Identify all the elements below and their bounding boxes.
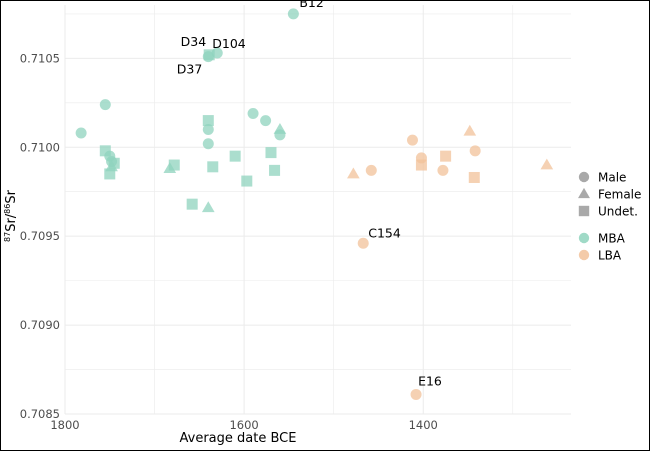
data-point-lba-circle xyxy=(365,164,377,176)
legend-key-lba xyxy=(578,249,590,261)
data-point-mba-circle xyxy=(287,8,299,20)
data-point-lba-triangle xyxy=(347,167,360,179)
legend-label-square: Undet. xyxy=(598,205,638,219)
data-point-mba-triangle xyxy=(201,201,215,213)
legend-key-mba xyxy=(578,232,590,244)
data-point-mba-square xyxy=(229,150,241,162)
y-title-sup-87: 87 xyxy=(3,232,12,242)
data-point-mba-square xyxy=(269,164,281,176)
data-point-lba-circle xyxy=(437,164,449,176)
y-tick-label: 0.7085 xyxy=(20,407,60,421)
data-point-mba-circle xyxy=(202,123,214,135)
legend-label-triangle: Female xyxy=(598,188,641,202)
data-point-mba-square xyxy=(108,157,120,169)
data-point-lba-square xyxy=(468,171,480,183)
data-point-mba-circle xyxy=(274,129,286,141)
data-point-lba-triangle xyxy=(540,158,554,170)
point-label-c154: C154 xyxy=(368,225,401,240)
legend-key-circle xyxy=(578,171,590,183)
data-point-mba-square xyxy=(207,161,219,173)
legend-label-mba: MBA xyxy=(598,232,626,246)
data-point-lba-circle xyxy=(410,388,422,400)
y-tick-label: 0.7100 xyxy=(20,140,60,154)
y-axis-title: 87Sr/86Sr xyxy=(3,189,19,242)
data-point-mba-circle xyxy=(260,115,272,127)
y-tick-label: 0.7090 xyxy=(20,318,60,332)
data-point-lba-square xyxy=(440,150,452,162)
data-point-lba-circle xyxy=(406,134,418,146)
y-tick-label: 0.7095 xyxy=(20,229,60,243)
data-point-mba-square xyxy=(104,168,116,180)
data-points xyxy=(75,8,554,400)
legend: Male Female Undet. MBA LBA xyxy=(578,171,641,263)
point-labels: D37 D34 D104 B12 C154 E16 xyxy=(177,0,442,388)
data-point-lba-triangle xyxy=(463,124,477,136)
data-point-mba-square xyxy=(265,147,277,159)
legend-key-square xyxy=(578,205,590,217)
legend-label-lba: LBA xyxy=(598,249,622,263)
y-title-sr-1: Sr/ xyxy=(4,213,19,232)
data-point-mba-square xyxy=(99,145,111,157)
legend-label-circle: Male xyxy=(598,171,626,185)
y-axis: 0.7085 0.7090 0.7095 0.7100 0.7105 xyxy=(20,51,60,421)
grid xyxy=(64,5,571,415)
y-title-sup-86: 86 xyxy=(3,204,12,214)
data-point-mba-square xyxy=(203,49,215,61)
data-point-mba-square xyxy=(241,175,253,187)
data-point-mba-circle xyxy=(75,127,87,139)
y-tick-label: 0.7105 xyxy=(20,51,60,65)
data-point-mba-triangle xyxy=(105,160,118,172)
data-point-mba-circle xyxy=(211,47,223,59)
data-point-mba-square xyxy=(186,198,198,210)
data-point-mba-circle xyxy=(99,99,111,111)
x-axis-title: Average date BCE xyxy=(180,431,297,446)
point-label-d34: D34 xyxy=(181,34,207,49)
x-tick-label: 1600 xyxy=(229,418,258,432)
point-label-d37: D37 xyxy=(177,62,203,77)
legend-key-triangle xyxy=(578,187,590,199)
point-label-b12: B12 xyxy=(299,1,323,10)
point-label-d104: D104 xyxy=(212,36,246,51)
point-label-e16: E16 xyxy=(418,373,442,388)
data-point-lba-circle xyxy=(469,145,481,157)
data-point-mba-square xyxy=(168,159,180,171)
x-tick-label: 1400 xyxy=(409,418,438,432)
x-axis: 1800 1600 1400 xyxy=(50,418,438,432)
y-title-sr-2: Sr xyxy=(4,189,19,203)
data-point-mba-square xyxy=(202,115,214,127)
data-point-lba-square xyxy=(415,159,427,171)
data-point-mba-circle xyxy=(202,138,214,150)
data-point-mba-circle xyxy=(247,107,259,119)
data-point-lba-circle xyxy=(357,237,369,249)
x-tick-label: 1800 xyxy=(50,418,79,432)
